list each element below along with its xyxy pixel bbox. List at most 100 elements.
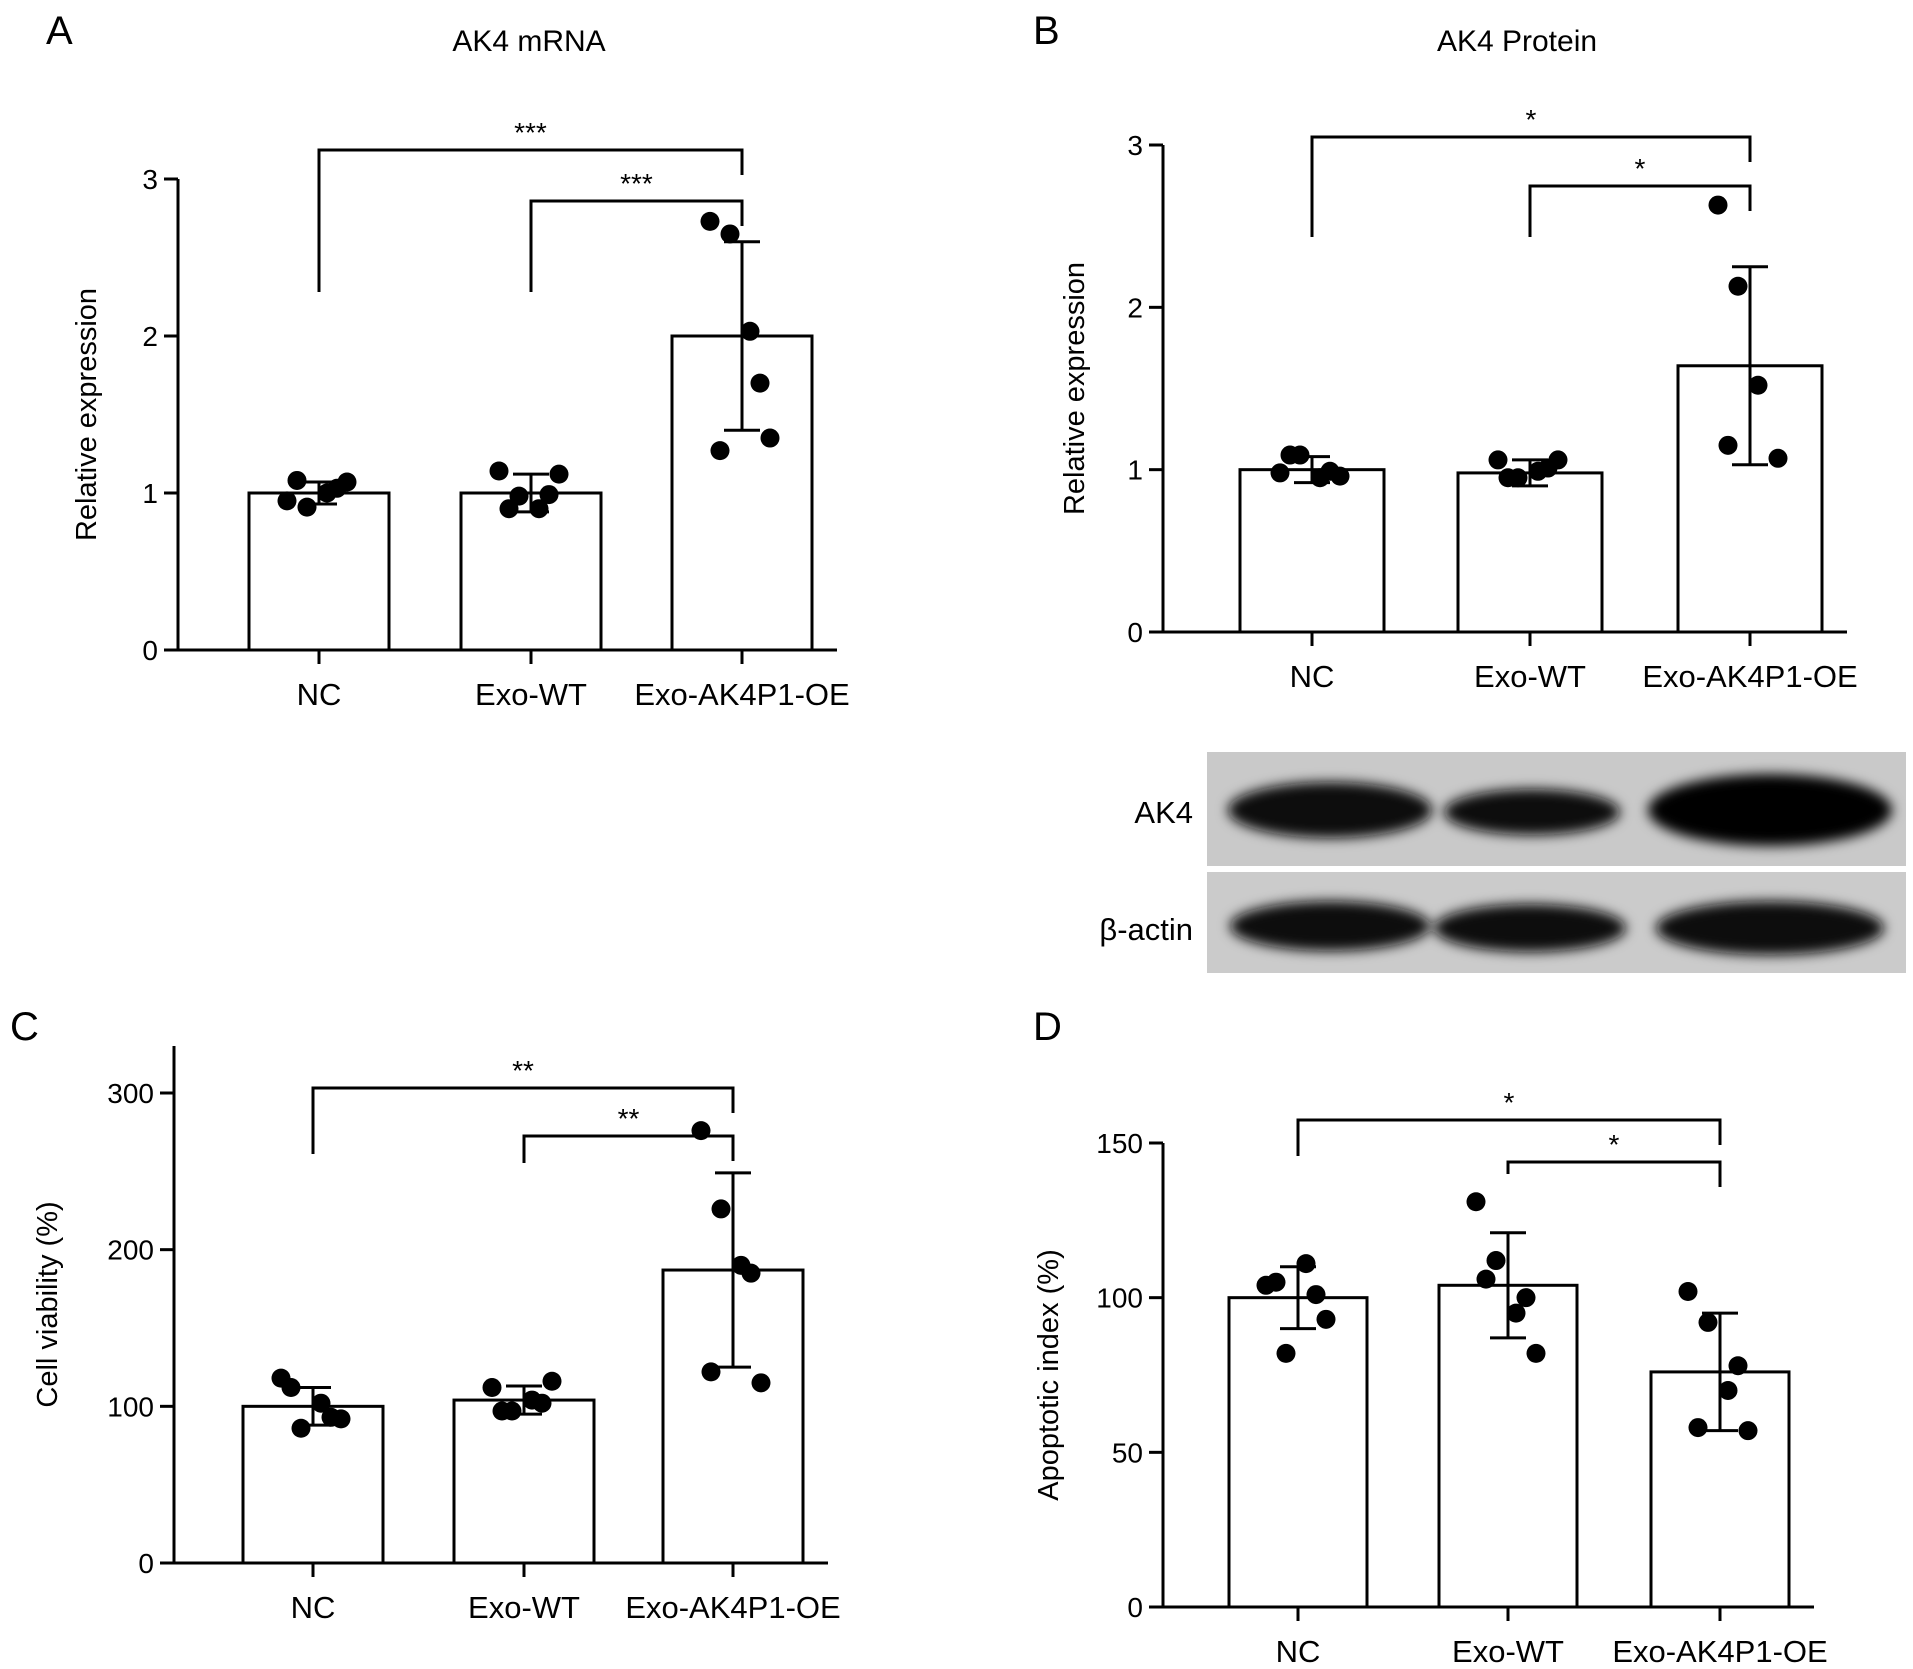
data-point	[1476, 1269, 1496, 1289]
blot-band-ak4-nc	[1228, 782, 1432, 838]
data-point	[1768, 448, 1788, 468]
significance-bracket	[1296, 1118, 1722, 1156]
data-point	[1506, 1303, 1526, 1323]
data-point	[1718, 1380, 1738, 1400]
significance-bracket	[311, 1086, 735, 1154]
blot-row-label-actin: β-actin	[1099, 912, 1193, 947]
panel-label-b: B	[1033, 9, 1060, 53]
y-tick-label: 3	[142, 164, 158, 195]
data-point	[1280, 445, 1300, 465]
y-tick-label: 3	[1127, 130, 1143, 161]
data-point	[751, 1373, 771, 1393]
blot-band-actin-nc	[1230, 901, 1430, 951]
significance-label: ***	[514, 117, 547, 148]
data-point	[1678, 1281, 1698, 1301]
panel-label-c: C	[10, 1005, 39, 1049]
data-point	[720, 224, 740, 244]
data-point	[1466, 1192, 1486, 1212]
significance-label: *	[1635, 153, 1646, 184]
data-point	[1306, 1285, 1326, 1305]
x-tick-label: Exo-WT	[1452, 1634, 1564, 1669]
significance-bracket	[1310, 135, 1752, 237]
data-point	[701, 1362, 721, 1382]
data-point	[710, 441, 730, 461]
data-point	[529, 499, 549, 519]
y-tick-label: 0	[1127, 1592, 1143, 1623]
significance-label: *	[1609, 1129, 1620, 1160]
data-point	[1498, 468, 1518, 488]
x-tick-label: NC	[297, 677, 342, 712]
panel-label-d: D	[1033, 1005, 1062, 1049]
significance-label: *	[1526, 104, 1537, 135]
chart-a-ak4-mrna: AK4 mRNA 0 1 2 3 Relative expression NC Exo-WT E…	[71, 25, 850, 712]
panel-label-a: A	[46, 9, 73, 53]
significance-label: **	[618, 1103, 640, 1134]
data-point	[482, 1378, 502, 1398]
bar	[1238, 468, 1386, 634]
data-point	[741, 1263, 761, 1283]
data-point	[1316, 1309, 1336, 1329]
data-point	[700, 211, 720, 231]
y-tick-label: 0	[138, 1548, 154, 1579]
data-point	[489, 461, 509, 481]
data-point	[1296, 1254, 1316, 1274]
x-tick-label: NC	[1276, 1634, 1321, 1669]
x-tick-label: Exo-WT	[1474, 659, 1586, 694]
significance-label: *	[1504, 1087, 1515, 1118]
x-tick-label: Exo-AK4P1-OE	[634, 677, 849, 712]
data-point	[1486, 1251, 1506, 1271]
western-blot: AK4 β-actin	[1099, 752, 1906, 973]
data-point	[1270, 463, 1290, 483]
data-point	[549, 464, 569, 484]
data-point	[287, 470, 307, 490]
blot-row-label-ak4: AK4	[1134, 795, 1193, 830]
data-point	[311, 1393, 331, 1413]
bar	[452, 1398, 596, 1565]
data-point	[539, 485, 559, 505]
blot-band-ak4-oe	[1648, 774, 1892, 846]
y-tick-label: 2	[142, 321, 158, 352]
data-point	[750, 373, 770, 393]
y-tick-label: 2	[1127, 292, 1143, 323]
bar	[247, 491, 391, 652]
y-tick-label: 150	[1096, 1128, 1143, 1159]
data-point	[327, 478, 347, 498]
data-point	[542, 1371, 562, 1391]
data-point	[297, 497, 317, 517]
y-tick-label: 1	[1127, 455, 1143, 486]
blot-band-ak4-exowt	[1444, 789, 1620, 835]
data-point	[1276, 1343, 1296, 1363]
chart-d-apoptotic-index: 0 50 100 150 Apoptotic index (%) NC Exo-WT Exo-…	[1033, 1087, 1828, 1669]
data-point	[1738, 1421, 1758, 1441]
data-point	[532, 1393, 552, 1413]
data-point	[1526, 1343, 1546, 1363]
chart-c-cell-viability: 0 100 200 300 Cell viability (%) NC Exo-WT Exo-…	[32, 1046, 841, 1625]
data-point	[760, 428, 780, 448]
data-point	[492, 1401, 512, 1421]
significance-bracket	[529, 199, 744, 292]
blot-band-actin-exowt	[1434, 904, 1626, 952]
y-tick-label: 50	[1112, 1437, 1143, 1468]
data-point	[1728, 276, 1748, 296]
y-axis-label: Relative expression	[71, 288, 103, 541]
y-tick-label: 100	[1096, 1283, 1143, 1314]
chart-title: AK4 Protein	[1437, 25, 1597, 58]
x-tick-label: NC	[1290, 659, 1335, 694]
significance-label: ***	[620, 168, 653, 199]
significance-bracket	[1528, 184, 1752, 237]
data-point	[1718, 435, 1738, 455]
bar	[1227, 1296, 1369, 1609]
y-axis-label: Apoptotic index (%)	[1033, 1249, 1065, 1500]
significance-bracket	[317, 148, 744, 292]
y-axis-label: Cell viability (%)	[32, 1201, 64, 1407]
x-tick-label: Exo-WT	[468, 1590, 580, 1625]
data-point	[277, 491, 297, 511]
chart-title: AK4 mRNA	[452, 25, 605, 58]
data-point	[1728, 1356, 1748, 1376]
bar	[241, 1404, 385, 1565]
blot-band-actin-oe	[1656, 901, 1884, 955]
bar	[1456, 471, 1604, 634]
data-point	[1488, 450, 1508, 470]
data-point	[321, 1407, 341, 1427]
